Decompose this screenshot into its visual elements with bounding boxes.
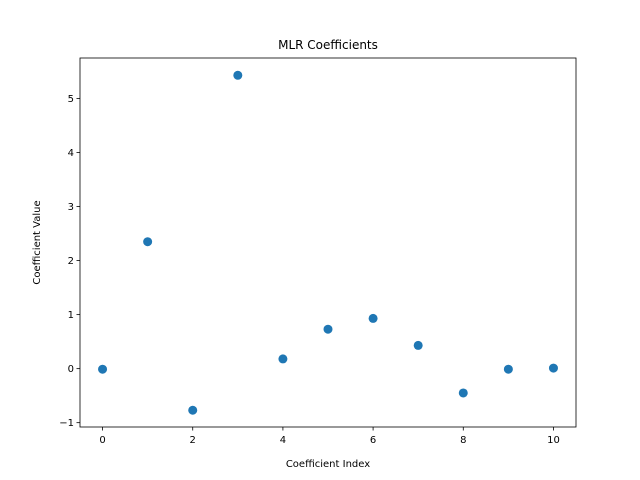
x-tick-label: 0 xyxy=(99,435,105,446)
data-point xyxy=(278,354,288,364)
data-point xyxy=(458,388,468,398)
y-tick-label: 3 xyxy=(68,202,74,213)
x-tick-label: 8 xyxy=(460,435,466,446)
y-tick-label: 4 xyxy=(68,148,74,159)
data-points xyxy=(98,70,558,415)
x-tick-label: 10 xyxy=(547,435,560,446)
data-point xyxy=(233,70,243,80)
data-point xyxy=(98,364,108,374)
chart-title: MLR Coefficients xyxy=(278,38,378,52)
plot-frame xyxy=(79,57,577,428)
y-tick-label: 0 xyxy=(68,364,74,375)
data-point xyxy=(413,340,423,350)
y-axis-label: Coefficient Value xyxy=(32,200,43,284)
x-tick-label: 6 xyxy=(370,435,376,446)
y-tick-label: 5 xyxy=(68,94,74,105)
data-point xyxy=(143,237,153,247)
y-tick-label: 1 xyxy=(68,310,74,321)
x-axis: 0 2 4 6 8 10 xyxy=(99,427,560,446)
y-axis: −1 0 1 2 3 4 5 xyxy=(59,94,80,429)
y-tick-label: −1 xyxy=(59,418,74,429)
y-tick-label: 2 xyxy=(68,256,74,267)
data-point xyxy=(503,364,513,374)
data-point xyxy=(548,363,558,373)
data-point xyxy=(188,405,198,415)
x-tick-label: 4 xyxy=(280,435,286,446)
data-point xyxy=(368,313,378,323)
data-point xyxy=(323,324,333,334)
x-tick-label: 2 xyxy=(190,435,196,446)
x-axis-label: Coefficient Index xyxy=(286,459,370,470)
